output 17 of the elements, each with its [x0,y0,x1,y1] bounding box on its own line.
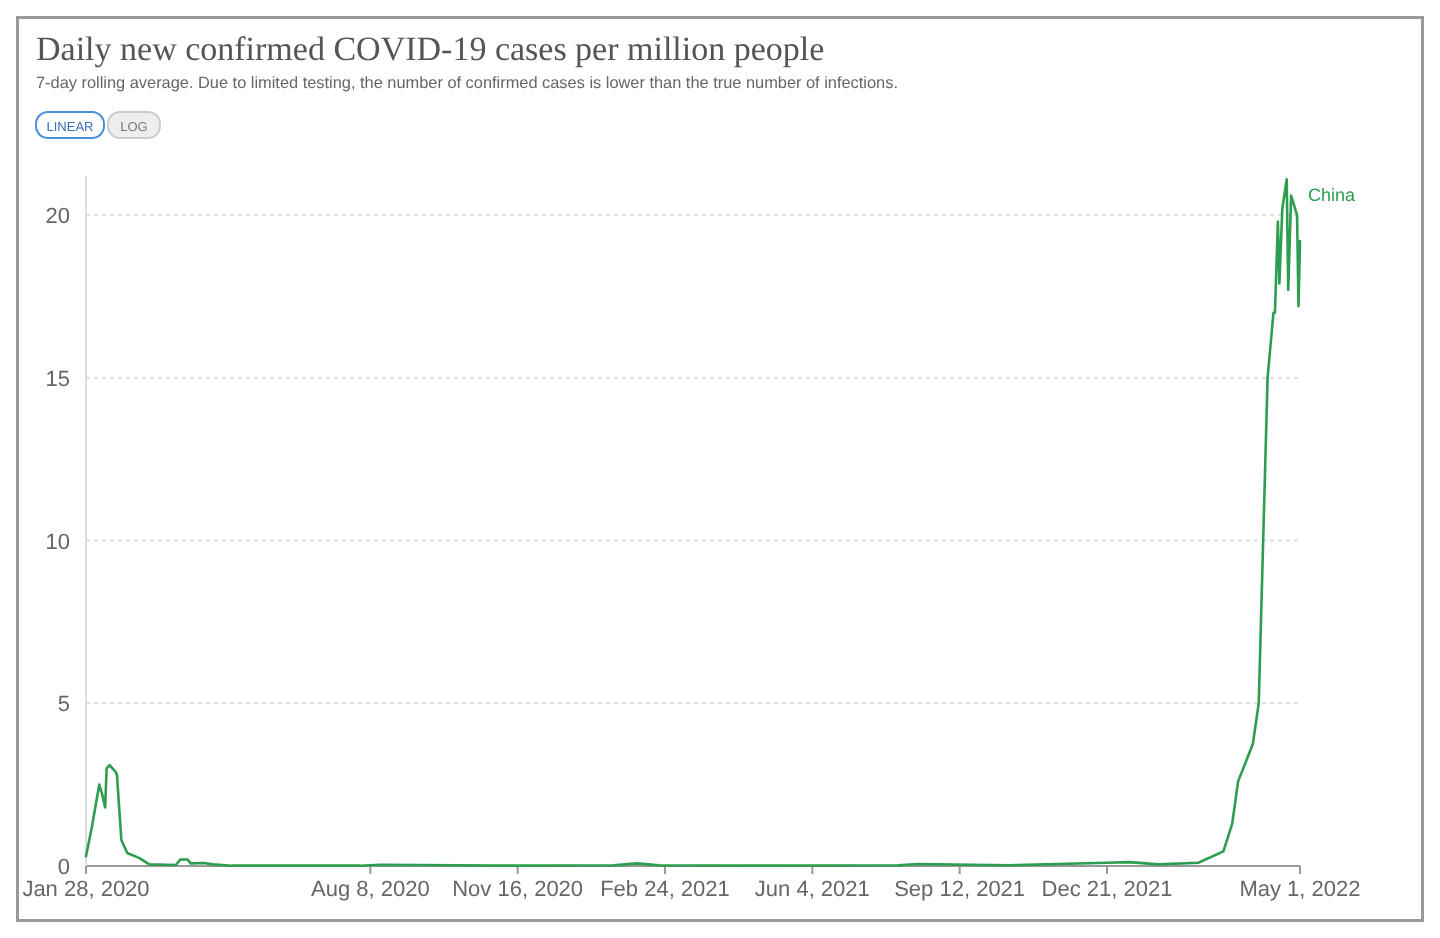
chart-title: Daily new confirmed COVID-19 cases per million people [36,30,825,68]
chart-subtitle: 7-day rolling average. Due to limited testing, the number of confirmed cases is lower than the true number of infections. [36,74,898,92]
x-tick-label: Jan 28, 2020 [22,878,150,902]
y-tick-label: 15 [45,367,70,392]
y-tick-label: 0 [57,856,70,880]
x-tick-label: Nov 16, 2020 [452,878,584,902]
series-label: China [1308,185,1356,206]
y-tick-label: 5 [57,693,70,718]
x-tick-label: Jun 4, 2021 [754,878,870,902]
y-tick-label: 10 [45,530,70,555]
x-tick-label: Dec 21, 2021 [1041,878,1173,902]
x-tick-label: Aug 8, 2020 [311,878,430,902]
x-tick-label: Sep 12, 2021 [894,878,1026,902]
x-tick-label: Feb 24, 2021 [600,878,730,902]
x-tick-label: May 1, 2022 [1239,878,1361,902]
y-tick-label: 20 [45,205,70,230]
line-series [84,177,1302,867]
